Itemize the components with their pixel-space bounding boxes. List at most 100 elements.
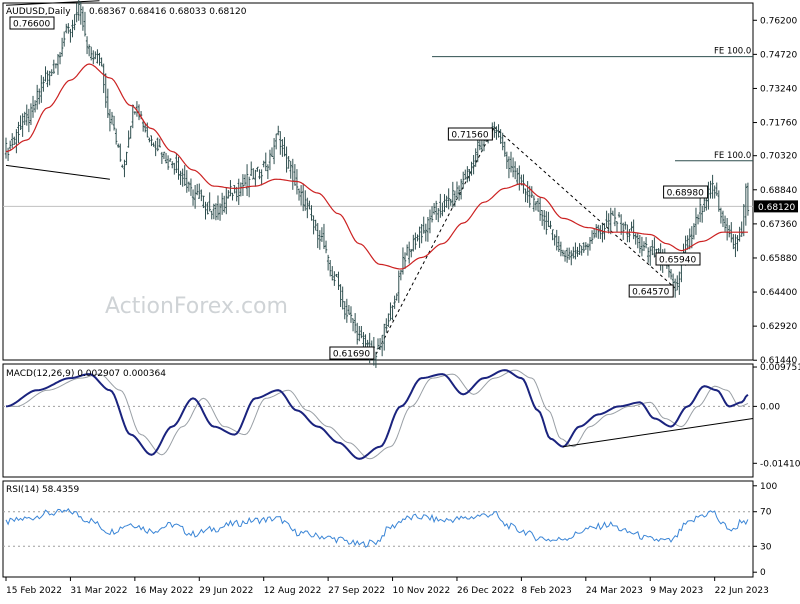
price-bars [4,0,750,368]
price-bar [289,160,292,179]
price-bar [393,295,396,309]
price-bar [241,174,245,196]
macd-label: MACD(12,26,9) 0.002907 0.000364 [6,369,166,379]
trend-line [494,126,676,289]
price-bar [449,198,452,206]
price-bar [79,1,83,25]
price-bar [622,222,625,240]
price-bar [279,131,282,155]
price-bar [212,203,216,220]
price-annotation: 0.64570 [628,284,674,298]
price-bar [38,88,41,105]
price-bar [81,6,85,31]
fibonacci-levels: FE 100.0 FE 100.0 [432,47,753,162]
price-bar [534,201,538,211]
price-bar [189,178,193,196]
price-bar [94,51,97,60]
price-bar [376,338,380,350]
date-tick-label: 22 Jun 2023 [715,586,769,596]
price-bar [69,28,72,43]
macd-panel [2,363,754,478]
price-bar [499,129,502,144]
price-bar [561,249,565,257]
price-bar [198,183,201,199]
price-bar [318,230,322,250]
price-bar [493,121,496,138]
price-bar [331,266,334,281]
price-bar [524,188,527,203]
price-bar [732,234,735,250]
price-bar [605,210,608,228]
price-bar [407,241,411,264]
date-tick-label: 10 Nov 2022 [393,586,451,596]
price-bar [227,190,230,199]
price-bar [669,269,673,280]
price-bar [110,111,114,125]
price-bar [642,241,646,251]
price-bar [193,185,197,209]
price-bar [686,235,689,250]
current-price-box [754,200,798,213]
price-bar [638,234,642,254]
date-tick-label: 8 Feb 2023 [521,586,571,596]
price-bar [576,246,579,257]
annotation-label: 0.71560 [451,131,488,141]
price-bar [505,151,509,169]
price-bar [304,190,307,211]
price-bar [696,214,700,225]
price-bar [412,234,415,252]
price-bar [723,215,727,232]
price-bar [719,207,723,224]
price-bar [256,166,259,172]
price-bar [283,137,286,157]
price-annotation: 0.65940 [655,252,701,266]
price-bar [287,155,290,169]
price-bar [495,126,498,140]
price-bar [536,198,540,212]
current-price-label: 0.68120 [758,203,795,213]
price-bar [177,156,180,180]
price-annotation: 0.76600 [9,16,55,30]
rsi-tick-label: 70 [760,508,772,518]
price-bar [56,54,60,75]
price-bar [453,190,457,207]
price-bar [511,157,515,178]
price-bar [530,186,533,198]
price-bar [17,121,20,143]
price-bar [690,226,694,249]
price-bar [310,205,313,221]
price-bar [202,195,205,209]
price-bar [156,137,159,152]
rsi-tick-label: 100 [760,482,777,492]
price-bar [698,194,702,223]
price-tick-label: 0.76200 [760,16,797,26]
price-bar [23,111,26,125]
price-bar [46,70,49,88]
price-bar [472,154,475,175]
price-bar [740,221,743,237]
price-bar [77,0,80,21]
price-bar [339,284,342,308]
date-tick-label: 9 May 2023 [650,586,703,596]
price-bar [403,252,407,270]
price-bar [314,219,317,231]
price-bar [468,169,471,182]
price-bar [532,195,536,212]
price-bar [15,129,18,154]
price-bar [405,244,409,256]
date-tick-label: 31 Mar 2022 [70,586,127,596]
price-bar [158,138,161,148]
price-bar [326,254,330,271]
price-tick-label: 0.70320 [760,152,797,162]
date-tick-label: 12 Aug 2022 [264,586,322,596]
price-bar [553,234,556,246]
price-bar [216,195,220,220]
ohlc-label: 0.68367 0.68416 0.68033 0.68120 [89,7,247,17]
price-bar [630,221,633,232]
price-bar [4,137,8,159]
price-bar [559,241,563,257]
price-bar [71,19,74,38]
price-bar [272,138,276,165]
price-bar [324,240,328,254]
